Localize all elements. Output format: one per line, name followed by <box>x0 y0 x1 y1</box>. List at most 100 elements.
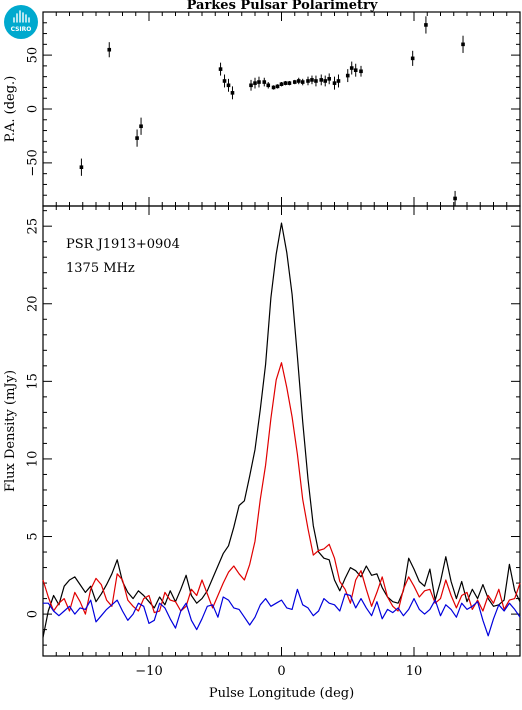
pa-point <box>249 79 253 91</box>
pa-marker <box>266 83 271 88</box>
pa-marker <box>287 81 292 85</box>
pa-point <box>230 86 235 100</box>
pa-point <box>222 74 227 88</box>
pa-marker <box>353 68 358 72</box>
flux-y-axis-label: Flux Density (mJy) <box>3 370 18 492</box>
pa-marker <box>359 69 363 74</box>
pa-marker <box>79 165 84 169</box>
pa-frame <box>42 11 521 207</box>
pa-marker <box>283 81 288 85</box>
pa-point <box>275 84 280 89</box>
pa-y-tick-label: 50 <box>26 47 41 64</box>
pulsar-name-label: PSR J1913+0904 <box>66 237 180 252</box>
logo-text: CSIRO <box>11 26 32 33</box>
pa-point <box>424 16 428 34</box>
pa-point <box>79 158 84 176</box>
flux-y-tick-label: 15 <box>26 373 41 390</box>
flux-ticks <box>43 206 520 656</box>
pa-marker <box>424 23 428 27</box>
pa-marker <box>107 47 112 52</box>
pa-point <box>139 117 143 135</box>
flux-x-axis-label: Pulse Longitude (deg) <box>209 686 354 701</box>
csiro-logo: CSIRO <box>4 5 38 39</box>
pa-point <box>271 85 276 90</box>
pa-point <box>310 75 314 85</box>
pa-point <box>292 79 297 85</box>
flux-x-tick-labels: −10 0 10 <box>135 664 422 679</box>
pa-point <box>336 74 341 88</box>
pa-point <box>314 75 318 87</box>
pa-point <box>453 190 457 206</box>
pa-point <box>257 76 261 88</box>
pa-point <box>359 65 363 77</box>
pa-panel: −50 0 50 P.A. (deg.) <box>3 11 521 207</box>
pa-marker <box>306 79 310 83</box>
pa-marker <box>135 136 139 140</box>
flux-x-tick-label: −10 <box>135 664 162 679</box>
pa-point <box>226 78 231 92</box>
flux-y-tick-label: 5 <box>26 532 41 540</box>
pa-point <box>300 78 305 86</box>
logo-circle-icon <box>4 5 38 39</box>
pa-marker <box>222 79 227 83</box>
pa-marker <box>314 79 318 83</box>
pa-marker <box>230 91 235 95</box>
pa-marker <box>218 67 223 71</box>
pa-marker <box>310 78 314 82</box>
flux-panel: 0 5 10 15 20 25 −10 0 10 Flux Density (mJy) Pul… <box>3 205 521 701</box>
flux-y-tick-labels: 0 5 10 15 20 25 <box>26 218 41 618</box>
pa-point <box>353 63 358 77</box>
flux-series-line-0 <box>42 222 521 638</box>
pa-point <box>253 77 257 89</box>
pa-point <box>349 61 354 75</box>
logo-waves-icon <box>13 10 30 23</box>
pa-point <box>218 62 223 76</box>
pa-marker <box>336 79 341 83</box>
flux-y-tick-label: 10 <box>26 451 41 468</box>
pa-marker <box>410 56 415 61</box>
pa-marker <box>323 79 328 83</box>
pa-point <box>461 35 465 53</box>
pa-point <box>319 74 324 86</box>
pa-marker <box>262 80 267 84</box>
pa-marker <box>226 83 231 88</box>
pa-marker <box>279 82 284 87</box>
pa-point <box>283 80 288 86</box>
pa-marker <box>300 80 305 84</box>
pa-marker <box>453 196 457 201</box>
pa-point <box>262 77 267 87</box>
chart-title: Parkes Pulsar Polarimetry <box>187 0 378 13</box>
pa-marker <box>271 85 276 90</box>
pa-y-axis-label: P.A. (deg.) <box>3 76 18 143</box>
pa-marker <box>327 77 331 81</box>
flux-series-line-1 <box>42 362 521 615</box>
pa-marker <box>332 81 337 85</box>
flux-y-tick-label: 20 <box>26 295 41 312</box>
flux-series <box>42 222 521 638</box>
pa-marker <box>461 42 465 47</box>
flux-x-tick-label: 10 <box>406 664 423 679</box>
pa-marker <box>253 81 257 85</box>
pa-marker <box>296 79 301 83</box>
pa-y-tick-labels: −50 0 50 <box>26 47 41 177</box>
pa-point <box>287 80 292 86</box>
pa-points <box>79 16 465 206</box>
flux-series-line-2 <box>43 588 521 637</box>
pa-y-tick-label: −50 <box>26 149 41 176</box>
pa-marker <box>275 84 280 89</box>
pa-ticks <box>43 12 520 206</box>
pa-marker <box>345 73 350 78</box>
flux-x-tick-label: 0 <box>277 664 285 679</box>
pa-marker <box>319 78 324 82</box>
pa-marker <box>349 66 354 70</box>
pa-point <box>296 77 301 85</box>
pa-point <box>107 42 112 58</box>
pa-point <box>135 129 139 147</box>
pa-marker <box>257 80 261 84</box>
pa-marker <box>139 124 143 129</box>
pa-point <box>410 50 415 66</box>
pa-point <box>266 82 271 89</box>
pa-point <box>279 82 284 87</box>
pa-marker <box>249 83 253 88</box>
frequency-label: 1375 MHz <box>66 261 135 276</box>
